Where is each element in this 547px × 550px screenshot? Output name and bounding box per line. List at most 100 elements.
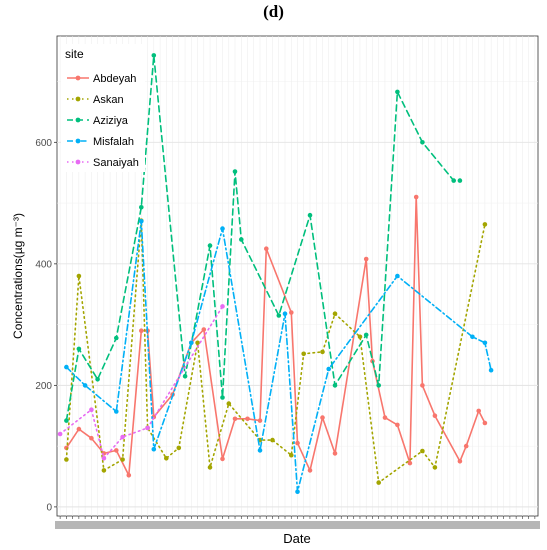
data-point [64, 457, 69, 462]
legend-key [67, 96, 89, 102]
data-point [457, 459, 463, 464]
data-point [164, 456, 169, 461]
data-point [476, 408, 482, 414]
series-line [65, 219, 486, 484]
data-point [295, 489, 300, 495]
data-point [207, 243, 213, 248]
data-point [201, 327, 207, 332]
data-point [289, 452, 294, 458]
legend: site Abdeyah Askan Aziziya Misfalah Sanaiyah [61, 44, 145, 172]
data-point [226, 401, 232, 406]
legend-key-point [75, 117, 81, 123]
legend-key-point [75, 138, 81, 144]
legend-label: Aziziya [93, 115, 129, 127]
y-tick-label: 200 [35, 381, 52, 392]
data-point [257, 448, 263, 453]
data-point [139, 328, 144, 334]
data-point [220, 304, 225, 309]
data-point [420, 383, 425, 388]
data-point [270, 437, 275, 443]
data-point [82, 383, 88, 388]
data-point [420, 140, 425, 145]
y-tick-label: 400 [35, 259, 52, 270]
data-point [320, 349, 325, 355]
data-point [264, 246, 269, 251]
data-point [76, 426, 82, 432]
data-point [57, 431, 63, 437]
data-point [126, 473, 132, 478]
data-point [114, 448, 119, 453]
data-point [395, 89, 400, 95]
data-point [376, 383, 382, 388]
y-axis-ticks: 0 200 400 600 [35, 138, 57, 513]
data-point [320, 415, 325, 420]
data-point [245, 416, 250, 422]
legend-title: site [65, 47, 84, 61]
data-point [432, 413, 438, 419]
data-point [76, 273, 82, 279]
data-point [220, 395, 225, 400]
data-point [295, 440, 300, 446]
data-point [145, 425, 150, 431]
data-point [120, 457, 125, 462]
data-point [420, 448, 425, 454]
data-point [207, 465, 213, 470]
series-askan [64, 218, 488, 485]
series-abdeyah [64, 194, 488, 478]
data-point [289, 310, 294, 315]
legend-key [67, 117, 89, 123]
data-point [482, 420, 488, 426]
legend-label: Misfalah [93, 136, 134, 148]
data-point [457, 178, 463, 183]
data-point [482, 222, 488, 227]
panel-label: (d) [263, 2, 284, 21]
data-point [139, 205, 144, 210]
data-point [395, 273, 400, 279]
data-point [301, 351, 307, 357]
data-point [363, 256, 369, 262]
data-point [114, 409, 119, 414]
y-axis-title: Concentrations(µg m⁻³) [11, 213, 25, 339]
legend-key-point [75, 75, 81, 81]
data-point [413, 194, 419, 200]
data-point [195, 340, 200, 346]
legend-label: Sanaiyah [93, 157, 139, 169]
series-line [65, 196, 486, 477]
data-point [232, 416, 238, 422]
series-line [65, 220, 492, 493]
data-point [363, 332, 369, 338]
data-point [182, 374, 188, 379]
data-point [89, 407, 94, 413]
data-point [220, 456, 225, 462]
legend-key-point [75, 96, 81, 102]
data-point [239, 237, 244, 242]
data-point [332, 451, 338, 456]
legend-background [61, 44, 145, 172]
data-point [151, 53, 157, 58]
data-point [482, 340, 488, 346]
data-point [189, 340, 194, 346]
data-point [282, 311, 288, 317]
data-point [357, 334, 363, 340]
data-point [95, 377, 100, 382]
data-point [101, 456, 107, 461]
y-tick-label: 600 [35, 138, 52, 149]
data-point [276, 313, 282, 318]
data-point [64, 418, 69, 423]
data-point [470, 334, 475, 340]
series-line [65, 54, 461, 422]
x-axis-title: Date [283, 531, 310, 546]
data-point [120, 434, 125, 440]
legend-label: Askan [93, 94, 124, 106]
legend-key-point [75, 159, 81, 165]
data-point [488, 367, 494, 373]
data-point [463, 443, 469, 449]
data-point [220, 226, 225, 231]
series-layer [57, 53, 494, 495]
legend-label: Abdeyah [93, 73, 136, 85]
data-point [176, 445, 182, 451]
data-point [326, 366, 332, 372]
data-point [151, 446, 157, 452]
data-point [101, 468, 107, 473]
